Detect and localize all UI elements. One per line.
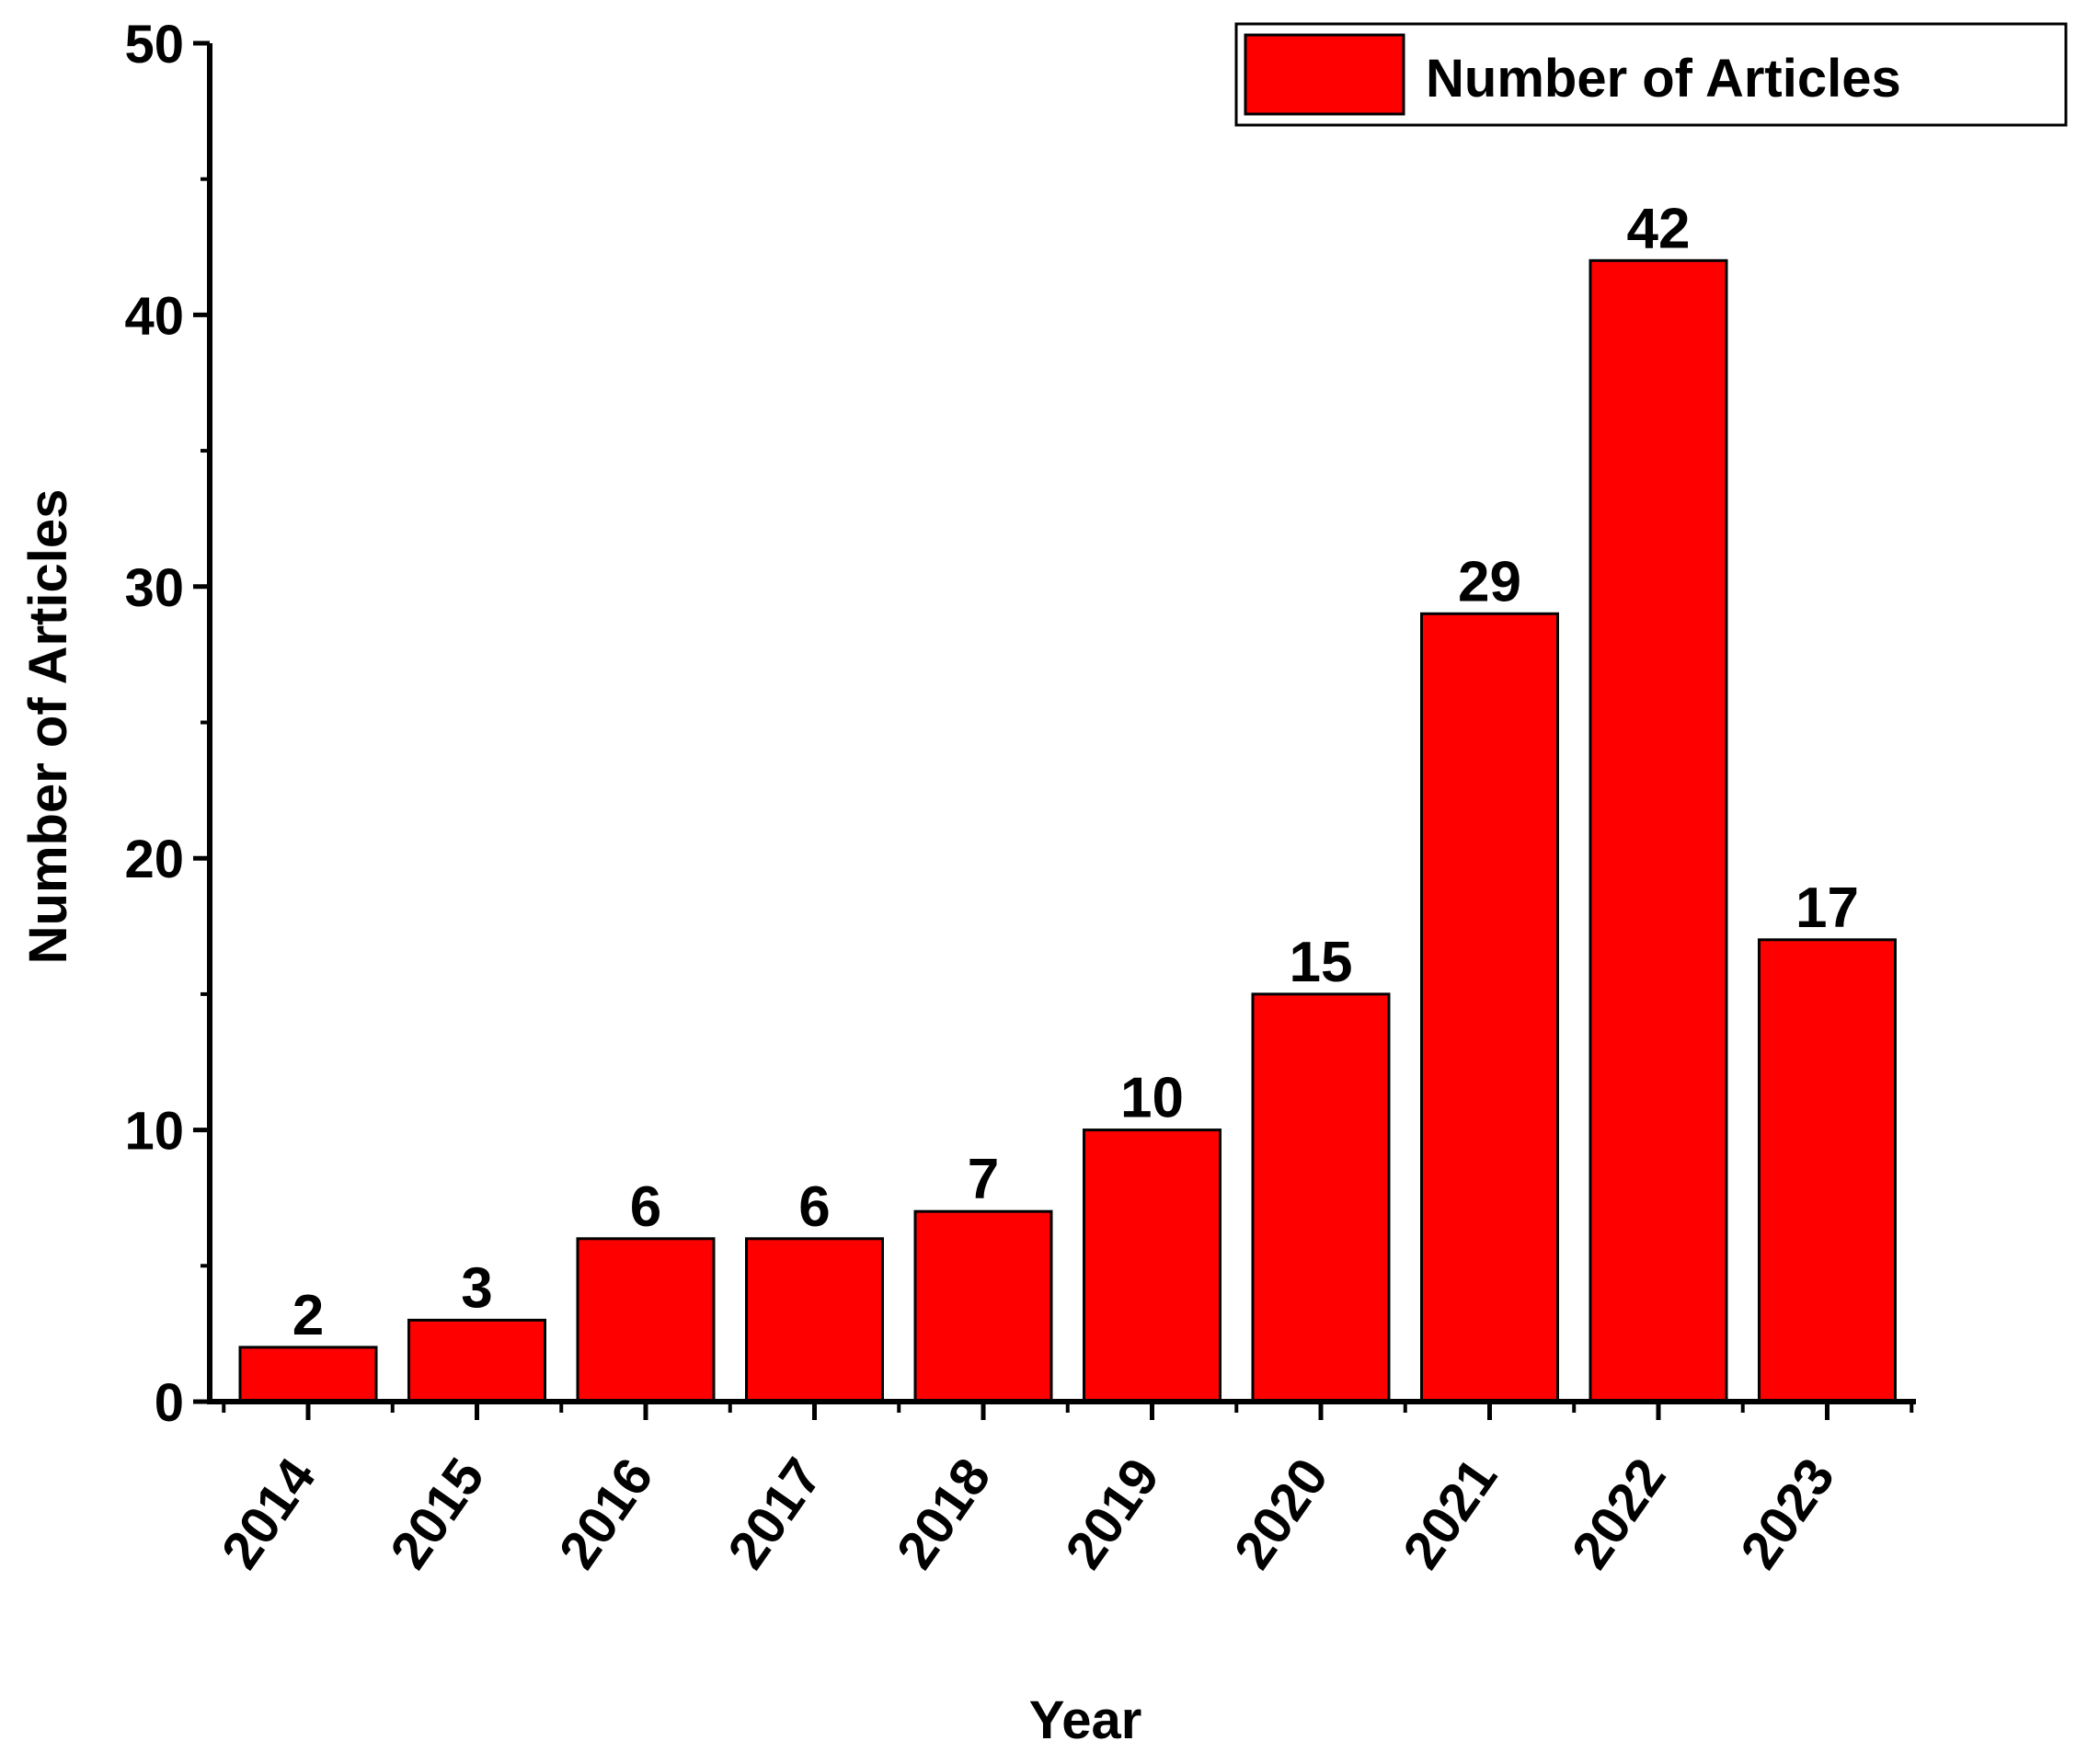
data-labels-layer: 2 3 6 6 7 10 15 29 42 17 [292, 197, 1859, 1347]
y-tick-label-10: 10 [124, 1102, 184, 1162]
x-tick-label-2018: 2018 [885, 1448, 1002, 1579]
bar-2022 [1589, 258, 1728, 1403]
y-tick-label-40: 40 [124, 286, 184, 346]
data-label-2016: 6 [630, 1175, 661, 1239]
bar-2018 [913, 1209, 1053, 1403]
y-tick-label-20: 20 [124, 830, 184, 889]
data-label-2014: 2 [292, 1284, 324, 1347]
data-label-2020: 15 [1290, 931, 1353, 994]
y-tick-label-30: 30 [124, 558, 184, 618]
x-axis-title-group: Year [1029, 1690, 1142, 1750]
bar-2019 [1083, 1128, 1222, 1403]
data-label-2023: 17 [1795, 876, 1859, 940]
bar-2016 [576, 1237, 716, 1403]
x-axis-title: Year [1029, 1690, 1142, 1750]
data-label-2019: 10 [1120, 1067, 1184, 1130]
y-axis-title: Number of Articles [18, 489, 78, 965]
bar-2021 [1420, 612, 1559, 1403]
bars-layer [238, 258, 1897, 1403]
x-tick-label-2021: 2021 [1392, 1448, 1508, 1579]
legend: Number of Articles [1234, 22, 2068, 127]
x-tick-label-2016: 2016 [547, 1448, 664, 1579]
legend-swatch [1244, 33, 1405, 116]
bar-2023 [1758, 938, 1897, 1403]
x-tick-label-2022: 2022 [1560, 1448, 1677, 1579]
x-tick-label-2019: 2019 [1054, 1448, 1171, 1579]
data-label-2022: 42 [1627, 197, 1691, 260]
legend-label: Number of Articles [1426, 49, 1901, 109]
y-tick-label-0: 0 [155, 1373, 184, 1433]
y-tick-label-50: 50 [124, 15, 184, 74]
bar-2015 [407, 1318, 546, 1403]
data-label-2018: 7 [968, 1148, 999, 1211]
x-tick-label-2017: 2017 [717, 1448, 833, 1579]
data-label-2015: 3 [461, 1256, 492, 1320]
bar-2014 [238, 1346, 378, 1403]
x-tick-label-2023: 2023 [1729, 1448, 1846, 1579]
x-tick-label-2015: 2015 [379, 1448, 496, 1579]
x-tick-label-2014: 2014 [210, 1448, 327, 1579]
bar-2020 [1251, 992, 1391, 1403]
bar-2017 [745, 1237, 884, 1403]
data-label-2021: 29 [1458, 550, 1521, 613]
x-tick-label-2020: 2020 [1222, 1448, 1339, 1579]
y-axis-title-group: Number of Articles [18, 489, 78, 965]
data-label-2017: 6 [798, 1175, 830, 1239]
